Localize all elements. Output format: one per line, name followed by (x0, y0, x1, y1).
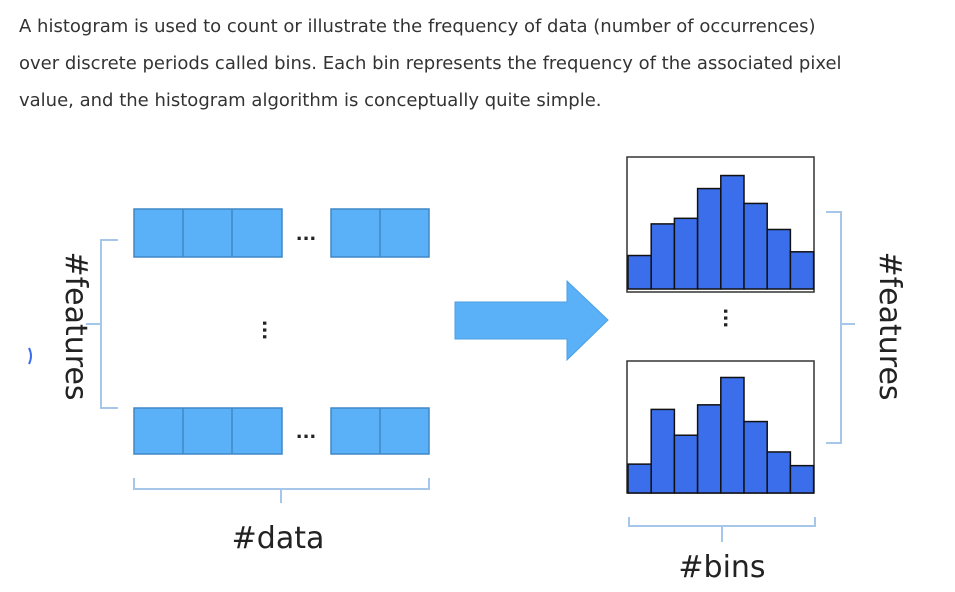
histogram-1-bars (627, 174, 815, 290)
data-cells-top-left (133, 208, 283, 258)
histogram-2-bars (627, 376, 815, 494)
data-bracket (133, 478, 430, 503)
histogram-1-bar-3 (673, 217, 699, 290)
bins-bracket (628, 517, 816, 542)
intro-paragraph: A histogram is used to count or illustra… (19, 8, 939, 119)
histogram-2-bar-3 (673, 434, 699, 494)
histogram-1-bar-7 (766, 228, 792, 290)
transform-arrow (454, 279, 609, 362)
histogram-1-bar-1 (627, 254, 652, 290)
histogram-2-bar-1 (627, 463, 652, 494)
histogram-2-bar-4 (696, 404, 722, 494)
right-vertical-ellipsis: ... (719, 308, 740, 329)
histogram-2-bar-2 (650, 408, 676, 494)
left-vertical-ellipsis: ... (258, 320, 279, 341)
histogram-2-bar-5 (720, 376, 745, 494)
edge-mark (28, 347, 32, 365)
histogram-2-bar-6 (743, 420, 768, 494)
right-bracket (826, 211, 855, 444)
data-label: #data (232, 521, 325, 556)
data-row-bottom (133, 407, 430, 455)
intro-line-1: A histogram is used to count or illustra… (19, 16, 816, 37)
histogram-1-bar-2 (650, 223, 676, 290)
left-features-label: #features (58, 251, 93, 400)
top-row-ellipsis: ... (296, 224, 317, 245)
intro-line-2: over discrete periods called bins. Each … (19, 53, 842, 74)
histogram-1-bar-4 (696, 187, 722, 290)
bins-label: #bins (678, 550, 765, 585)
right-features-label: #features (872, 251, 907, 400)
intro-line-3: value, and the histogram algorithm is co… (19, 90, 602, 111)
data-row-top (133, 208, 430, 258)
histogram-1-bar-8 (789, 251, 815, 290)
left-bracket (86, 239, 118, 409)
histogram-2-bar-8 (789, 464, 815, 494)
bottom-row-ellipsis: ... (296, 422, 317, 443)
data-cells-bottom-left (133, 407, 283, 455)
histogram-2-bar-7 (766, 451, 792, 494)
histogram-1-bar-5 (720, 174, 745, 290)
histogram-1-bar-6 (743, 202, 768, 290)
